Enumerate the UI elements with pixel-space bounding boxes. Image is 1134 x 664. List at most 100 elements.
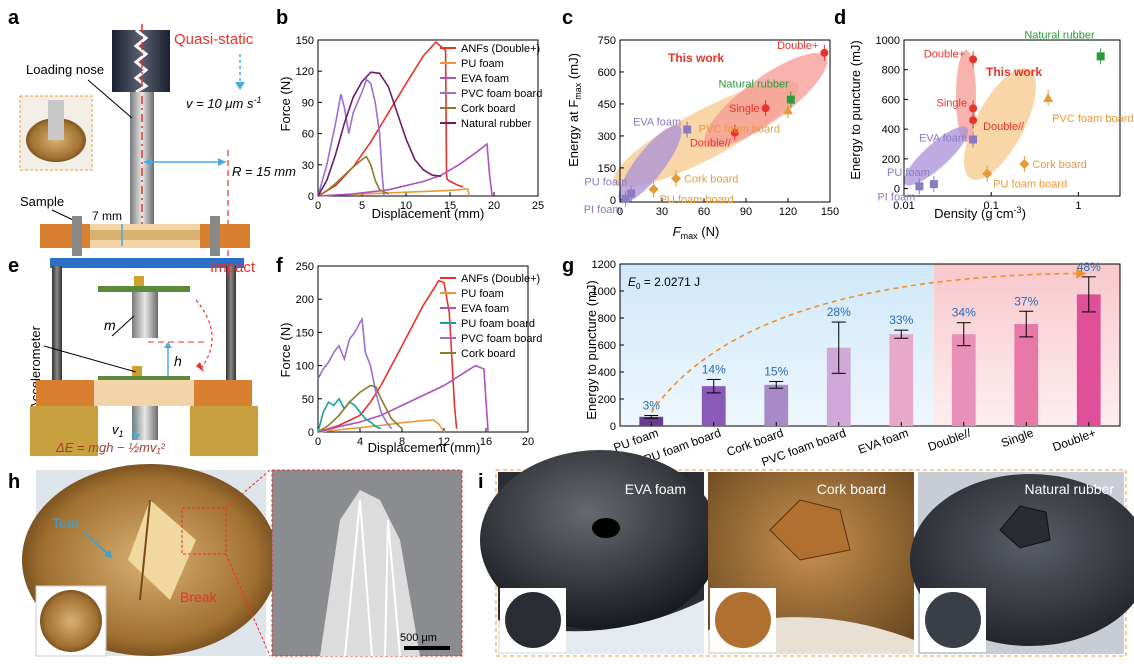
chart-g: g E0 = 2.0271 J Energy to puncture (mJ) … [562,255,1121,469]
chart-d-point [969,104,978,113]
chart-d-point-label: EVA foam [919,133,967,145]
chart-d-point [929,180,938,189]
chart-b-series-line [317,142,493,197]
chart-f-xtick-label: 16 [480,436,492,448]
chart-b-xtick-label: 0 [315,200,321,212]
chart-d: d Density (g cm-3) Energy to puncture (m… [834,7,1133,221]
cork-thumbnail [715,592,771,648]
chart-b-xlabel: Displacement (mm) [372,206,485,221]
chart-d-xtick-label: 0.1 [984,200,999,212]
chart-c-frame [619,39,831,203]
chart-d-ytick-label: 800 [882,65,900,77]
chart-b-legend-entry: ANFs (Double+) [461,43,540,55]
panel-h: h Tear Break 500 μm [8,464,463,657]
chart-d-point [1043,92,1054,102]
chart-c-xtick-label: 30 [656,206,668,218]
chart-c-point [671,173,681,184]
chart-f-legend-entry: Cork board [461,348,515,360]
chart-g-percent-label: 3% [643,398,661,412]
chart-d-annotation: This work [986,65,1042,79]
chart-b-legend-entry: EVA foam [461,73,509,85]
panel-letter-c: c [562,7,573,29]
chart-g-ylabel: Energy to puncture (mJ) [584,280,599,419]
chart-d-point-label: Cork board [1032,159,1086,171]
impact-crossbar [50,258,244,268]
chart-c-xtick-label: 0 [617,206,623,218]
specimen-thumbnail [40,590,102,652]
sample-label: Sample [20,194,64,209]
chart-c-point [761,104,770,113]
chart-g-bar [826,347,851,426]
chart-c-point-label: Double+ [777,40,818,52]
chart-c-point-label: PVC foam board [699,123,780,135]
chart-f-legend-entry: ANFs (Double+) [461,273,540,285]
chart-c-point [730,128,739,137]
chart-b-ytick-label: 120 [296,66,314,78]
height-label: h [174,353,182,369]
chart-f-ytick-label: 200 [296,294,314,306]
chart-g-bar [1014,324,1039,426]
chart-b-xtick-label: 15 [444,200,456,212]
velocity-label: v = 10 μm s-1 [186,95,261,111]
chart-b-ylabel: Force (N) [278,77,293,132]
chart-c-ytick-label: 0 [610,195,616,207]
chart-g-category-label: Single [999,426,1035,451]
chart-g-bar [701,386,726,426]
chart-b-ytick-label: 30 [302,160,314,172]
panel-letter-b: b [276,7,288,29]
chart-c-point-label: PU foam [584,176,627,188]
chart-d-xtick-label: 0.01 [893,200,914,212]
panel-letter-a: a [8,7,20,29]
chart-f-xtick-label: 8 [399,436,405,448]
chart-c-ytick-label: 600 [598,67,616,79]
chart-c-ytick-label: 300 [598,131,616,143]
chart-g-percent-label: 33% [889,313,913,327]
quasi-static-label: Quasi-static [174,31,254,48]
chart-b-series-line [317,71,442,197]
photo-label-cork-board: Cork board [817,481,886,497]
chart-c-point-label: Cork board [684,174,738,186]
chart-c-ytick-label: 450 [598,99,616,111]
chart-f-frame [317,265,529,433]
chart-g-annotation: E0 = 2.0271 J [628,275,700,291]
chart-f-series-line [317,419,445,433]
chart-c-point-label: Natural rubber [718,79,789,91]
chart-c-region-ellipse [704,53,828,147]
zoom-region-box [181,507,227,555]
chart-b-xtick-label: 10 [400,200,412,212]
chart-c-xtick-label: 90 [740,206,752,218]
chart-f-series-line [317,384,403,433]
chart-c-point [683,125,692,134]
panel-letter-d: d [834,7,846,29]
break-label: Break [180,589,218,605]
chart-d-point-label: Double+ [924,48,965,60]
chart-c-point-label: Single [729,103,760,115]
energy-formula: ΔE = mgh − ½mv₁² [55,440,166,455]
chart-f-ytick-label: 50 [302,394,314,406]
chart-b-frame [317,39,539,197]
chart-f-series-line [317,316,393,430]
v1-label: v1 [112,422,124,439]
load-arrow-icon [235,82,245,90]
tear-arrow-icon [104,550,112,558]
panel-a: a Quasi-static v = 10 μm s-1 Loading nos… [8,7,296,260]
chart-b-ytick-label: 90 [302,97,314,109]
chart-c-xtick-label: 120 [779,206,797,218]
impact-label: Impact [210,259,256,276]
chart-b-legend-entry: Cork board [461,103,515,115]
chart-d-point [915,182,924,191]
tear-label: Tear [52,515,80,531]
chart-d-point-label: Double// [983,121,1025,133]
chart-b-series-line [317,40,464,197]
accelerometer-bottom-icon [132,366,142,376]
chart-d-ytick-label: 600 [882,94,900,106]
chart-d-point [969,55,978,64]
chart-c-point-label: PI foam [584,204,622,216]
photo-label-eva-foam: EVA foam [625,481,686,497]
chart-c-point-label: PU foam board [660,194,734,206]
chart-d-point-label: PVC foam board [1052,113,1133,125]
chart-d-ylabel: Energy to puncture (mJ) [848,40,863,179]
chart-d-point-label: PI foam [877,191,915,203]
chart-d-ytick-label: 400 [882,124,900,136]
chart-b-xtick-label: 20 [488,200,500,212]
